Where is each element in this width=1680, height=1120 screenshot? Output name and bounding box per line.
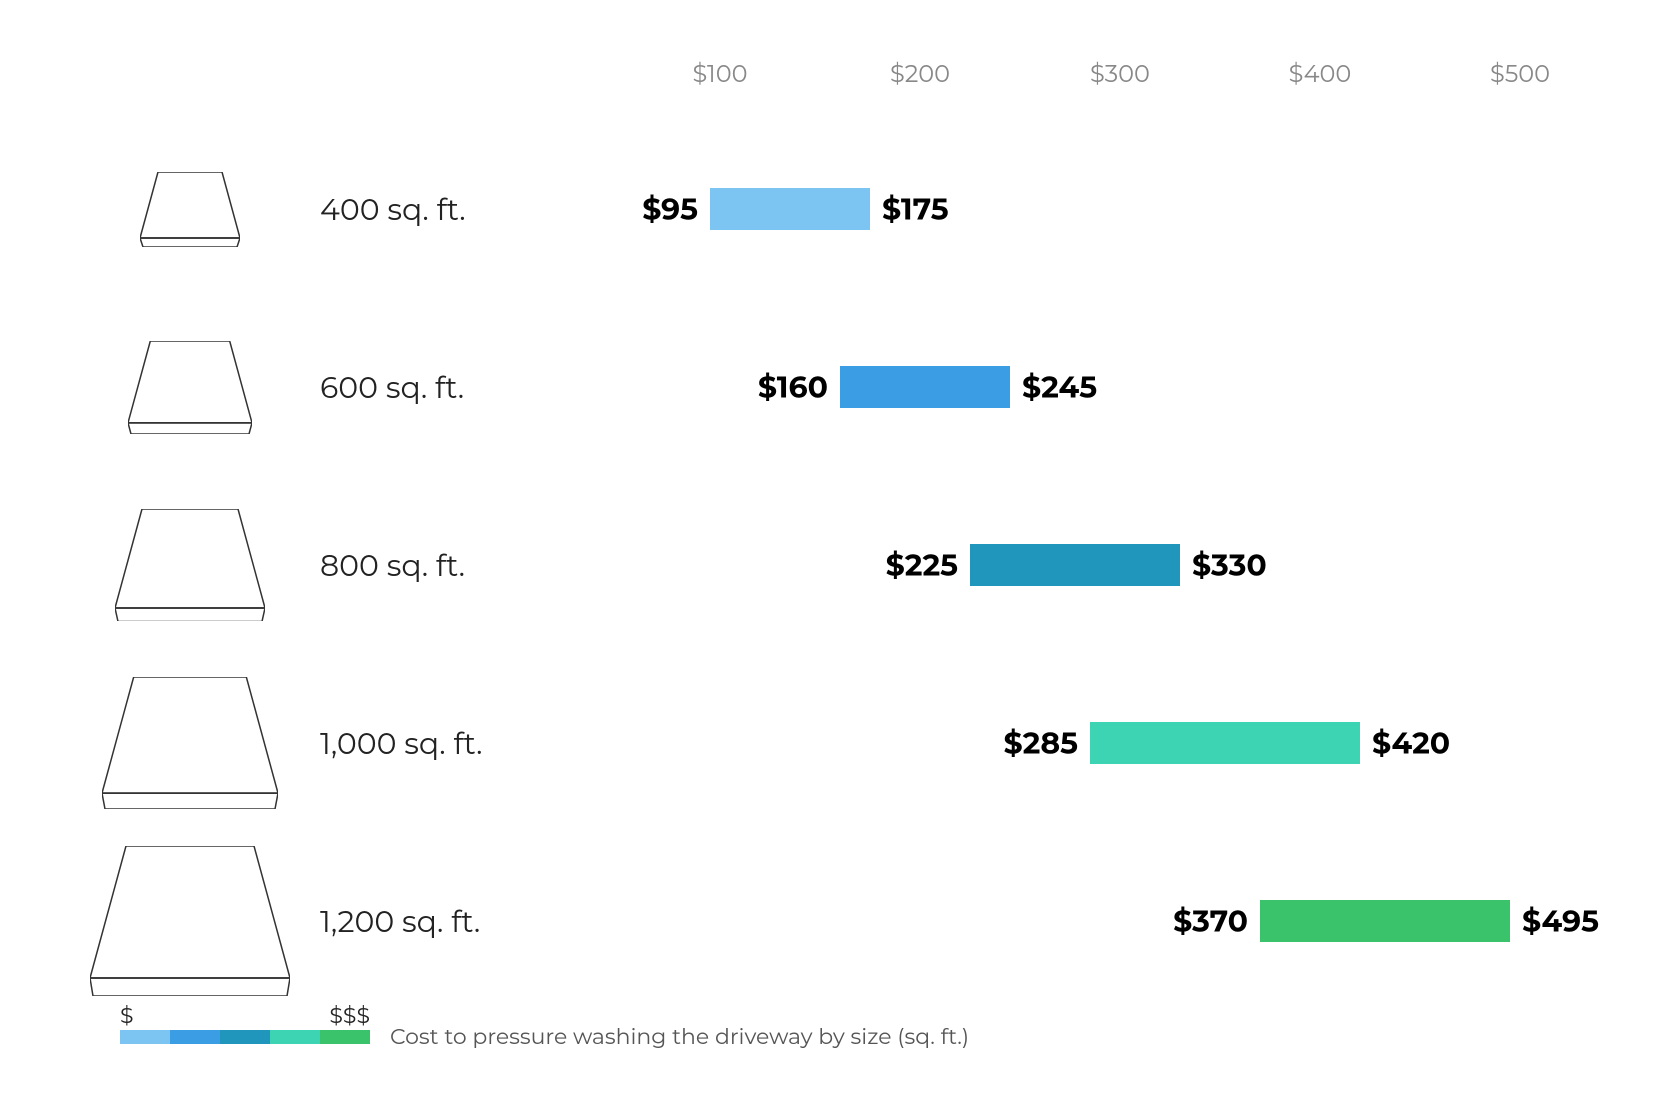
row-icon <box>60 846 320 996</box>
row-label: 1,000 sq. ft. <box>320 725 520 762</box>
legend-caption: Cost to pressure washing the driveway by… <box>390 1023 969 1050</box>
axis-tick: $300 <box>1090 60 1150 89</box>
legend-segment <box>170 1030 220 1044</box>
range-bar <box>710 188 870 230</box>
row-icon <box>60 341 320 434</box>
range-bar <box>1090 722 1360 764</box>
chart-row: 600 sq. ft. $160 $245 <box>60 298 1620 476</box>
chart-row: 400 sq. ft. $95 $175 <box>60 120 1620 298</box>
high-value-label: $245 <box>1022 369 1097 406</box>
bar-area: $160 $245 <box>520 362 1620 412</box>
bar-area: $285 $420 <box>520 718 1620 768</box>
chart-row: 1,000 sq. ft. $285 $420 <box>60 654 1620 832</box>
range-bar <box>970 544 1180 586</box>
row-icon <box>60 509 320 622</box>
driveway-slab-icon <box>115 509 265 622</box>
low-value-label: $370 <box>1173 903 1248 940</box>
x-axis: $100 $200 $300 $400 $500 <box>520 60 1560 100</box>
high-value-label: $330 <box>1192 547 1267 584</box>
axis-tick: $100 <box>693 60 748 89</box>
range-bar <box>1260 900 1510 942</box>
axis-tick: $200 <box>890 60 950 89</box>
bar-area: $225 $330 <box>520 540 1620 590</box>
driveway-slab-icon <box>128 341 252 434</box>
high-value-label: $495 <box>1522 903 1599 940</box>
bar-area: $370 $495 <box>520 896 1620 946</box>
legend-high-symbol: $$$ <box>329 1002 370 1029</box>
legend-low-symbol: $ <box>120 1002 134 1029</box>
chart-rows: 400 sq. ft. $95 $175 600 sq. ft. $160 $245 8… <box>60 120 1620 1010</box>
legend: $ $$$ Cost to pressure washing the drive… <box>120 1023 969 1050</box>
legend-gradient <box>120 1030 370 1044</box>
legend-scale: $ $$$ <box>120 1030 370 1044</box>
chart-row: 800 sq. ft. $225 $330 <box>60 476 1620 654</box>
row-label: 800 sq. ft. <box>320 547 520 584</box>
legend-segment <box>320 1030 370 1044</box>
driveway-slab-icon <box>102 677 278 809</box>
driveway-slab-icon <box>90 846 290 996</box>
range-bar <box>840 366 1010 408</box>
row-label: 600 sq. ft. <box>320 369 520 406</box>
low-value-label: $285 <box>1004 725 1079 762</box>
legend-segment <box>220 1030 270 1044</box>
low-value-label: $95 <box>642 191 698 228</box>
high-value-label: $175 <box>882 191 949 228</box>
axis-tick: $400 <box>1289 60 1352 89</box>
axis-tick: $500 <box>1490 60 1550 89</box>
driveway-slab-icon <box>140 172 240 247</box>
high-value-label: $420 <box>1372 725 1450 762</box>
low-value-label: $225 <box>886 547 958 584</box>
low-value-label: $160 <box>758 369 828 406</box>
chart-row: 1,200 sq. ft. $370 $495 <box>60 832 1620 1010</box>
row-icon <box>60 172 320 247</box>
legend-segment <box>120 1030 170 1044</box>
row-icon <box>60 677 320 809</box>
bar-area: $95 $175 <box>520 184 1620 234</box>
legend-segment <box>270 1030 320 1044</box>
row-label: 400 sq. ft. <box>320 191 520 228</box>
cost-range-chart: $100 $200 $300 $400 $500 400 sq. ft. $95 $175 … <box>60 40 1620 1080</box>
row-label: 1,200 sq. ft. <box>320 903 520 940</box>
